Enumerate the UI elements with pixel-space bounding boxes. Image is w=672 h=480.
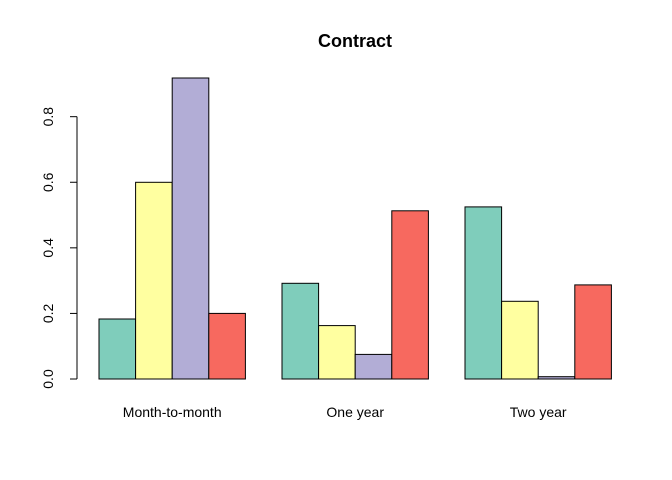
bar-two-year-1 xyxy=(464,206,503,380)
y-axis: 0.0 0.2 0.4 0.6 0.8 xyxy=(40,107,78,389)
bar-two-year-3 xyxy=(537,376,576,380)
bar-one-year-1 xyxy=(281,282,320,380)
y-tick-label: 0.2 xyxy=(40,303,56,323)
x-axis-labels: Month-to-month One year Two year xyxy=(123,404,567,420)
bar-two-year-4 xyxy=(574,284,612,380)
bar-two-year-2 xyxy=(501,300,539,380)
x-category-label: One year xyxy=(326,404,384,420)
bar-group xyxy=(98,77,612,380)
chart-title: Contract xyxy=(318,31,392,51)
bar-one-year-2 xyxy=(318,325,356,380)
y-tick-label: 0.6 xyxy=(40,172,56,192)
bar-one-year-3 xyxy=(354,353,393,380)
x-category-label: Month-to-month xyxy=(123,404,222,420)
bar-month-to-month-2 xyxy=(135,181,173,380)
bar-month-to-month-1 xyxy=(98,318,137,380)
bar-month-to-month-4 xyxy=(208,312,246,380)
y-tick-label: 0.8 xyxy=(40,107,56,127)
x-category-label: Two year xyxy=(510,404,567,420)
y-tick-label: 0.4 xyxy=(40,238,56,258)
y-tick-label: 0.0 xyxy=(40,369,56,389)
bar-one-year-4 xyxy=(391,210,429,380)
bar-month-to-month-3 xyxy=(171,77,210,380)
